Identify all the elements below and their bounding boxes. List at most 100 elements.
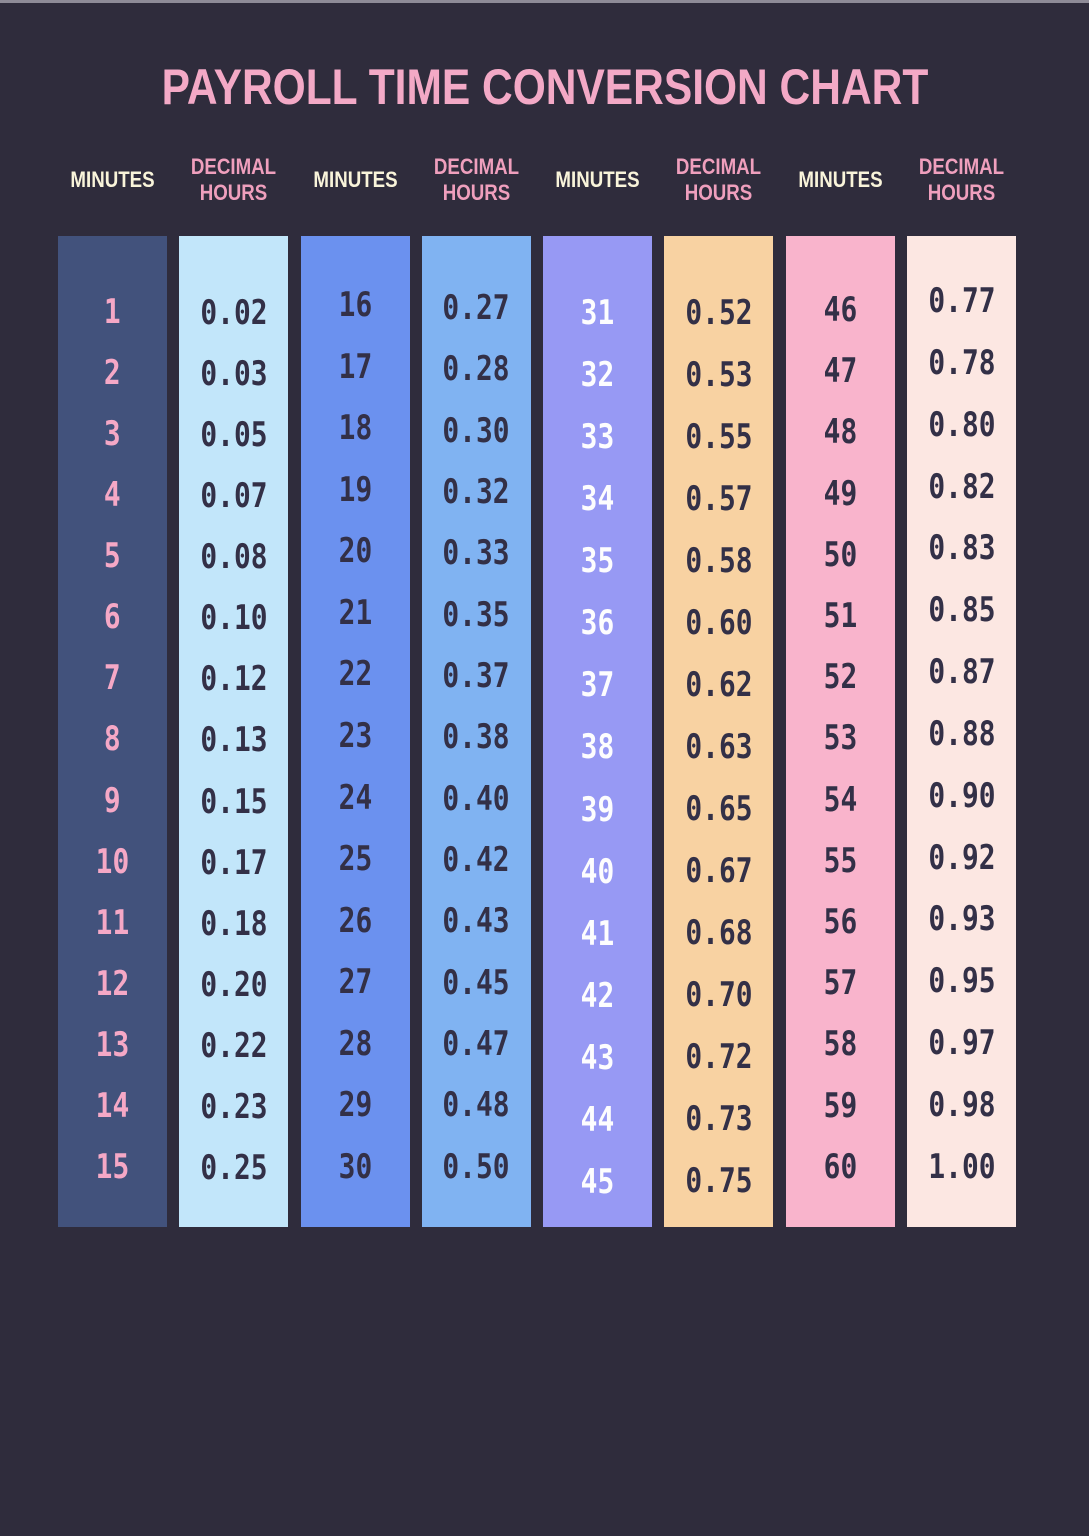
minutes-value: 43: [580, 1037, 615, 1078]
minutes-value: 14: [95, 1085, 130, 1126]
minutes-value: 36: [580, 603, 615, 644]
table-column-7-minutes: 46 47 48 49 50 51 52 53 54 55 56 57 58 59 60: [785, 236, 895, 1227]
decimal-hours-value: 0.12: [200, 659, 268, 700]
decimal-hours-cell: 0.18: [179, 906, 288, 942]
minutes-value: 31: [580, 293, 615, 333]
decimal-hours-cell: 0.78: [907, 345, 1016, 381]
minutes-value: 47: [823, 351, 857, 392]
decimal-hours-value: 0.48: [442, 1085, 510, 1126]
minutes-value: 9: [104, 780, 121, 821]
decimal-hours-value: 0.97: [927, 1023, 996, 1064]
minutes-cell: 58: [786, 1026, 895, 1062]
minutes-cell: 24: [301, 780, 410, 816]
minutes-cell: 27: [301, 964, 410, 1000]
minutes-cell: 35: [543, 543, 652, 579]
minutes-value: 23: [338, 715, 372, 756]
minutes-cell: 7: [58, 660, 167, 696]
minutes-cell: 20: [301, 533, 410, 569]
decimal-hours-cell: 0.12: [179, 661, 288, 697]
minutes-cell: 46: [786, 292, 895, 328]
minutes-value: 10: [95, 841, 130, 882]
decimal-hours-value: 0.15: [200, 781, 268, 822]
decimal-hours-cell: 0.72: [664, 1039, 773, 1075]
minutes-value: 33: [580, 417, 615, 458]
decimal-hours-value: 0.23: [200, 1086, 268, 1127]
minutes-value: 55: [823, 840, 857, 881]
decimal-hours-value: 0.47: [442, 1024, 510, 1065]
minutes-cell: 40: [543, 854, 652, 890]
decimal-hours-cell: 0.65: [664, 791, 773, 827]
decimal-hours-cell: 0.55: [664, 419, 773, 455]
decimal-hours-cell: 0.42: [422, 842, 531, 878]
table-column-8-decimal-hours: 0.77 0.78 0.80 0.82 0.83 0.85 0.87 0.88 0.90 0.92…: [906, 236, 1016, 1227]
minutes-value: 12: [95, 963, 130, 1004]
decimal-hours-value: 0.25: [200, 1147, 268, 1188]
decimal-hours-value: 0.65: [685, 789, 753, 829]
minutes-cell: 59: [786, 1088, 895, 1124]
minutes-value: 50: [823, 534, 857, 575]
minutes-cell: 11: [58, 905, 167, 941]
top-edge-strip: [0, 0, 1089, 3]
minutes-value: 51: [823, 596, 857, 637]
decimal-hours-value: 0.75: [685, 1161, 753, 1201]
minutes-cell: 21: [301, 595, 410, 631]
minutes-value: 27: [338, 962, 372, 1003]
minutes-cell: 17: [301, 349, 410, 385]
decimal-hours-cell: 0.95: [907, 963, 1016, 999]
header-label: MINUTES: [312, 166, 398, 192]
decimal-hours-cell: 0.05: [179, 417, 288, 453]
minutes-value: 6: [104, 597, 121, 638]
minutes-cell: 8: [58, 721, 167, 757]
decimal-hours-cell: 0.17: [179, 845, 288, 881]
minutes-header-7: MINUTES: [786, 148, 895, 212]
decimal-hours-value: 0.95: [927, 961, 996, 1002]
decimal-hours-header-2: DECIMAL HOURS: [179, 148, 288, 212]
minutes-value: 32: [580, 355, 615, 396]
conversion-table: 1 2 3 4 5 6 7 8 9 10 11 12 13 14 15 0.02 0.03 0.05 0.07 0.0…: [58, 236, 1016, 1227]
decimal-hours-value: 0.57: [685, 479, 753, 519]
minutes-cell: 41: [543, 916, 652, 952]
minutes-cell: 2: [58, 355, 167, 391]
decimal-hours-value: 0.93: [927, 899, 996, 940]
minutes-cell: 37: [543, 667, 652, 703]
minutes-value: 17: [338, 346, 372, 387]
minutes-value: 4: [104, 475, 121, 516]
decimal-hours-value: 0.85: [927, 590, 996, 631]
decimal-hours-cell: 0.27: [422, 290, 531, 326]
minutes-value: 11: [95, 902, 130, 943]
decimal-hours-cell: 0.07: [179, 478, 288, 514]
decimal-hours-value: 0.18: [200, 903, 268, 944]
minutes-cell: 26: [301, 903, 410, 939]
decimal-hours-cell: 0.75: [664, 1163, 773, 1199]
header-label: DECIMAL HOURS: [676, 153, 762, 205]
decimal-hours-value: 0.87: [927, 652, 996, 693]
minutes-cell: 29: [301, 1087, 410, 1123]
decimal-hours-cell: 0.25: [179, 1150, 288, 1186]
minutes-cell: 30: [301, 1149, 410, 1185]
minutes-cell: 19: [301, 472, 410, 508]
decimal-hours-cell: 0.37: [422, 658, 531, 694]
decimal-hours-value: 0.78: [927, 342, 996, 383]
minutes-cell: 60: [786, 1149, 895, 1185]
minutes-value: 1: [104, 292, 121, 332]
minutes-header-1: MINUTES: [58, 148, 167, 212]
minutes-value: 2: [104, 353, 121, 394]
decimal-hours-value: 0.20: [200, 964, 268, 1005]
minutes-cell: 12: [58, 966, 167, 1002]
minutes-value: 5: [104, 536, 121, 577]
decimal-hours-cell: 0.52: [664, 295, 773, 331]
decimal-hours-cell: 0.40: [422, 781, 531, 817]
minutes-value: 25: [338, 839, 372, 880]
minutes-cell: 3: [58, 416, 167, 452]
decimal-hours-cell: 0.50: [422, 1149, 531, 1185]
header-label: DECIMAL HOURS: [918, 153, 1005, 205]
minutes-value: 30: [338, 1146, 372, 1187]
minutes-cell: 34: [543, 481, 652, 517]
decimal-hours-cell: 0.77: [907, 283, 1016, 319]
decimal-hours-value: 0.52: [685, 293, 753, 333]
decimal-hours-value: 0.45: [442, 962, 510, 1003]
decimal-hours-value: 0.33: [442, 533, 510, 574]
decimal-hours-cell: 0.10: [179, 600, 288, 636]
decimal-hours-cell: 0.48: [422, 1087, 531, 1123]
